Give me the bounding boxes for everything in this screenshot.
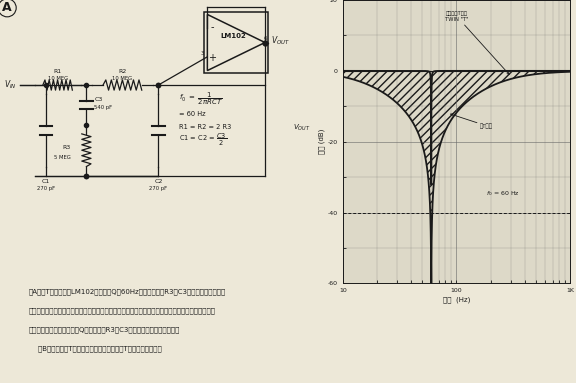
Text: 270 pF: 270 pF xyxy=(149,187,168,192)
Text: 5 MEG: 5 MEG xyxy=(54,155,70,160)
X-axis label: 频率  (Hz): 频率 (Hz) xyxy=(443,296,470,303)
Text: $\bf{A}$: $\bf{A}$ xyxy=(1,1,13,14)
Text: 10 MEG: 10 MEG xyxy=(48,76,67,81)
Text: R3: R3 xyxy=(62,145,70,150)
Text: $f_0$ = 60 Hz: $f_0$ = 60 Hz xyxy=(486,189,520,198)
Text: 图B示出一般双T网络与附加射极跟随器的双T网络的频率响应。: 图B示出一般双T网络与附加射极跟随器的双T网络的频率响应。 xyxy=(29,345,161,352)
Text: 深度和频率均不变化，因而Q值随反馈至R3和C3的信号总值成比例地增长。: 深度和频率均不变化，因而Q值随反馈至R3和C3的信号总值成比例地增长。 xyxy=(29,326,180,333)
Text: $V_{OUT}$: $V_{OUT}$ xyxy=(271,35,290,47)
Text: $V_{OUT}$: $V_{OUT}$ xyxy=(293,123,310,133)
Text: LM102: LM102 xyxy=(221,33,246,39)
Text: 的，但这里接到射极跟随器的输出端，以使得自举作用。因为射极跟随器的输出阻抗非常低，陷波的: 的，但这里接到射极跟随器的输出端，以使得自举作用。因为射极跟随器的输出阻抗非常低… xyxy=(29,307,216,314)
Text: C3: C3 xyxy=(94,97,103,101)
Text: 双T网络: 双T网络 xyxy=(450,114,492,129)
Text: 10 MEG: 10 MEG xyxy=(112,76,132,81)
Text: C1: C1 xyxy=(42,179,50,184)
Text: C1 = C2 = $\dfrac{C3}{2}$: C1 = C2 = $\dfrac{C3}{2}$ xyxy=(179,132,226,148)
Text: +: + xyxy=(208,53,216,63)
Y-axis label: 衰减 (dB): 衰减 (dB) xyxy=(319,129,325,154)
Text: -: - xyxy=(210,22,214,32)
Text: = 60 Hz: = 60 Hz xyxy=(179,111,205,117)
Text: 白举的双T网络
TWIN "T": 白举的双T网络 TWIN "T" xyxy=(445,11,509,74)
Text: R1: R1 xyxy=(54,69,62,74)
Text: C2: C2 xyxy=(154,179,162,184)
Text: 3: 3 xyxy=(201,51,204,56)
Text: 6: 6 xyxy=(264,36,267,41)
Text: 540 pF: 540 pF xyxy=(94,105,112,110)
Text: R2: R2 xyxy=(118,69,127,74)
Text: 图A中双T网络被接至LM102，形成高Q的60Hz陷波滤波器。R3与C3的连接点通常是接地: 图A中双T网络被接至LM102，形成高Q的60Hz陷波滤波器。R3与C3的连接点… xyxy=(29,288,226,295)
Text: $V_{IN}$: $V_{IN}$ xyxy=(4,79,17,91)
Text: $f_0\ =\ \dfrac{1}{2\pi RCT}$: $f_0\ =\ \dfrac{1}{2\pi RCT}$ xyxy=(179,91,223,107)
Text: 270 pF: 270 pF xyxy=(37,187,55,192)
Text: R1 = R2 = 2 R3: R1 = R2 = 2 R3 xyxy=(179,124,231,130)
